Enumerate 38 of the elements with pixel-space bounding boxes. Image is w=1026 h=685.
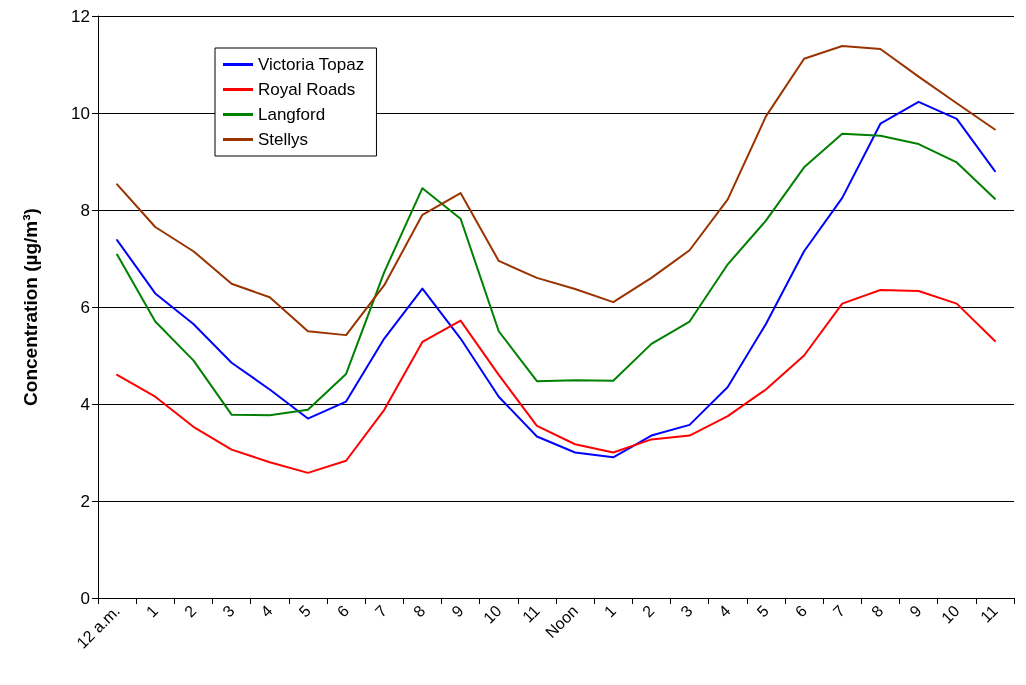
x-tick-label: 1 (142, 601, 162, 621)
y-tick-label: 0 (80, 588, 90, 608)
y-axis-title: Concentration (µg/m³) (20, 208, 41, 406)
x-tick-label: 10 (938, 601, 963, 627)
x-tick-label: 8 (410, 601, 429, 621)
y-tick-label: 4 (80, 394, 90, 414)
x-tick-label: 7 (829, 601, 849, 621)
x-tick-label: 6 (333, 601, 353, 621)
y-tick-label: 2 (80, 491, 90, 511)
y-tick-label: 8 (80, 200, 90, 220)
legend-label: Stellys (258, 130, 309, 149)
x-tick-label: 9 (906, 601, 925, 621)
x-tick-label: 4 (257, 601, 276, 621)
x-tick-label: 11 (519, 601, 543, 626)
x-tick-label: 5 (753, 601, 772, 621)
y-tick-label: 10 (71, 103, 90, 123)
y-tick-label: 12 (71, 6, 90, 26)
x-tick-label: 9 (448, 601, 467, 621)
x-tick-label: 3 (219, 601, 238, 621)
line-series (116, 289, 996, 474)
line-series (116, 100, 996, 459)
x-tick-label: 7 (371, 601, 391, 621)
legend-label: Victoria Topaz (258, 55, 365, 74)
x-tick-label: 2 (639, 601, 658, 621)
x-tick-label: 2 (181, 601, 200, 621)
x-tick-label: 1 (600, 601, 620, 621)
x-tick-label: 3 (677, 601, 696, 621)
x-tick-label: 4 (715, 601, 734, 621)
y-tick-label: 6 (80, 297, 90, 317)
x-tick-label: 6 (791, 601, 811, 621)
legend-label: Langford (258, 105, 326, 124)
x-tick-label: 8 (868, 601, 887, 621)
line-series (116, 132, 996, 417)
x-tick-label: 5 (295, 601, 314, 621)
x-tick-label: 10 (480, 601, 505, 627)
legend-label: Royal Roads (258, 80, 356, 99)
x-tick-label: 11 (977, 601, 1001, 626)
line-series (116, 45, 996, 337)
